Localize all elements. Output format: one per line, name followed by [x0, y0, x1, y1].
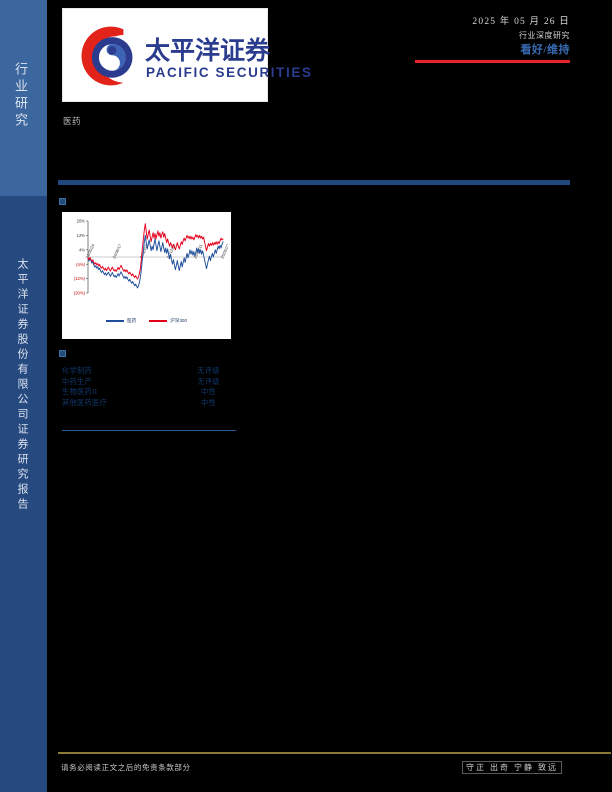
- sidebar-top-band: [0, 0, 47, 196]
- left-sidebar: 行业研究 太平洋证券股份有限公司证券研究报告: [0, 0, 47, 792]
- header-divider: [58, 180, 570, 185]
- table-cell-rating: 无评级: [197, 377, 220, 386]
- table-row: 其他医药医疗 中性: [62, 398, 236, 409]
- sidebar-label-company-research-report: 太平洋证券股份有限公司证券研究报告: [16, 258, 28, 513]
- table-cell-name: 生物医药II: [62, 388, 98, 397]
- footer-slogan: 守正 出奇 宁静 致远: [462, 761, 562, 774]
- chart-section-bullet-icon: [59, 198, 66, 205]
- svg-text:24/10/18: 24/10/18: [138, 242, 149, 259]
- pacific-securities-logo-icon: [81, 26, 133, 86]
- logo-name-cn: 太平洋证券: [145, 37, 271, 65]
- svg-text:4%: 4%: [79, 247, 85, 252]
- svg-text:(4%): (4%): [76, 262, 85, 267]
- sidebar-label-industry-research: 行业研究: [13, 62, 28, 130]
- legend-swatch-0: [105, 320, 124, 322]
- relative-performance-chart: 20% 12% 4% (4%) (12%) (20%) 24/05/24 24/08/17 24…: [62, 212, 231, 339]
- report-date: 2025 年 05 月 26 日: [472, 17, 570, 27]
- svg-text:(12%): (12%): [74, 276, 86, 281]
- legend-label-0: 医药: [126, 318, 137, 323]
- table-cell-name: 中药生产: [62, 377, 92, 386]
- legend-item-1: 沪深300: [149, 318, 187, 324]
- table-cell-rating: 中性: [201, 388, 216, 397]
- report-rating: 看好/维持: [520, 44, 570, 56]
- footer-divider: [58, 752, 611, 754]
- table-row: 中药生产 无评级: [62, 377, 236, 388]
- table-cell-name: 其他医药医疗: [62, 398, 107, 407]
- report-meta: 2025 年 05 月 26 日 行业深度研究 看好/维持: [350, 15, 570, 63]
- svg-text:24/12/29: 24/12/29: [165, 242, 176, 259]
- report-type: 行业深度研究: [519, 31, 570, 40]
- rating-underline: [415, 60, 570, 63]
- sidebar-bottom-band: [0, 196, 47, 792]
- table-row: 生物医药II 中性: [62, 387, 236, 398]
- footer-disclaimer: 请务必阅读正文之后的免责条款部分: [61, 763, 191, 772]
- table-cell-rating: 无评级: [197, 367, 220, 375]
- company-logo: 太平洋证券 PACIFIC SECURITIES: [62, 8, 311, 102]
- sub-industry-ratings-table: 化学制药 无评级 中药生产 无评级 生物医药II 中性 其他医药医疗 中性: [62, 366, 236, 408]
- chart-plot-area: 20% 12% 4% (4%) (12%) (20%) 24/05/24 24/08/17 24…: [65, 215, 228, 315]
- legend-swatch-1: [149, 320, 168, 322]
- svg-text:(20%): (20%): [74, 291, 86, 296]
- logo-name-en: PACIFIC SECURITIES: [146, 65, 313, 80]
- industry-label: 医药: [63, 116, 82, 126]
- table-cell-name: 化学制药: [62, 367, 92, 375]
- svg-text:24/08/17: 24/08/17: [111, 242, 122, 259]
- table-row: 化学制药 无评级: [62, 366, 236, 377]
- legend-item-0: 医药: [105, 318, 137, 324]
- svg-text:12%: 12%: [77, 233, 86, 238]
- table-section-bullet-icon: [59, 350, 66, 357]
- page-content: 太平洋证券 PACIFIC SECURITIES 2025 年 05 月 26 …: [47, 0, 612, 792]
- chart-svg: 20% 12% 4% (4%) (12%) (20%) 24/05/24 24/08/17 24…: [74, 219, 228, 296]
- ratings-table-bottom-rule: [62, 430, 236, 431]
- svg-text:25/05/22: 25/05/22: [219, 242, 228, 259]
- svg-text:20%: 20%: [77, 219, 86, 224]
- table-cell-rating: 中性: [201, 398, 216, 407]
- legend-label-1: 沪深300: [170, 318, 188, 323]
- chart-legend: 医药 沪深300: [62, 318, 231, 324]
- svg-text:24/05/24: 24/05/24: [84, 242, 95, 259]
